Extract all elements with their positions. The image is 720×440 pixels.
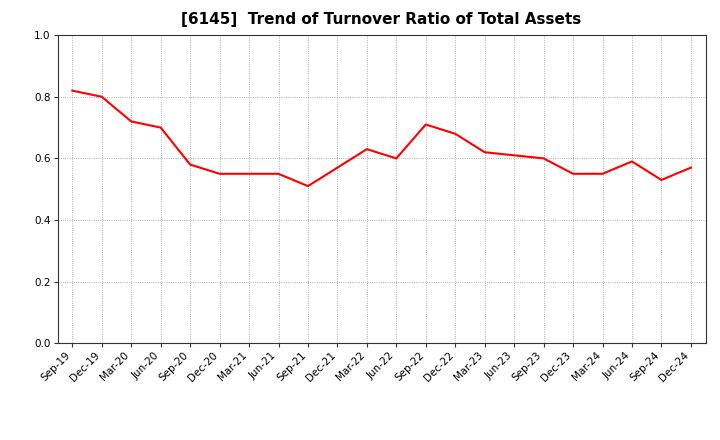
Title: [6145]  Trend of Turnover Ratio of Total Assets: [6145] Trend of Turnover Ratio of Total … [181,12,582,27]
